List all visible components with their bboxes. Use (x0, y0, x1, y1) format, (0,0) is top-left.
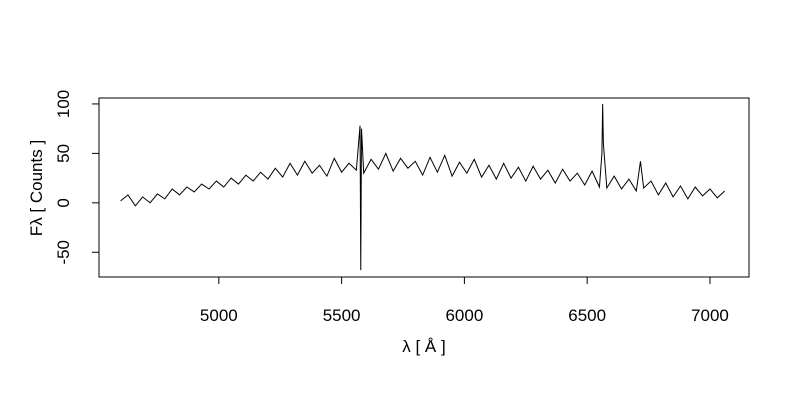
x-axis-label: λ [ Å ] (402, 337, 445, 356)
x-tick-label: 6500 (568, 306, 606, 325)
plot-frame (98, 97, 750, 278)
x-tick-label: 5500 (323, 306, 361, 325)
y-tick-label: 0 (54, 198, 73, 207)
y-tick-label: -50 (54, 240, 73, 265)
y-axis-label: Fλ [ Counts ] (27, 140, 46, 236)
x-tick-label: 5000 (200, 306, 238, 325)
y-tick-label: 100 (54, 90, 73, 118)
y-tick-label: 50 (54, 144, 73, 163)
x-tick-label: 7000 (691, 306, 729, 325)
spectrum-line (120, 103, 726, 271)
x-tick-label: 6000 (445, 306, 483, 325)
